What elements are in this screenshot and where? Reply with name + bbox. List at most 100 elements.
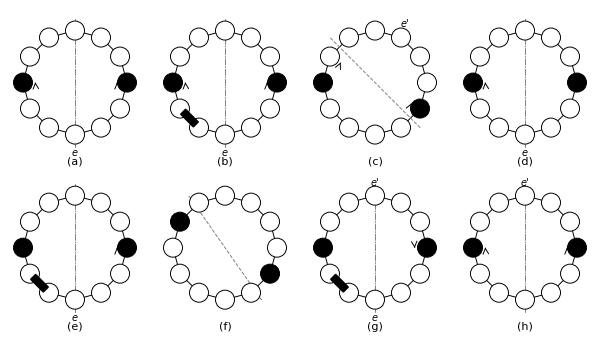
Circle shape [490, 28, 509, 47]
Circle shape [190, 118, 209, 137]
Text: e': e' [371, 178, 379, 188]
Circle shape [170, 264, 190, 283]
Text: (h): (h) [517, 322, 533, 332]
Circle shape [568, 238, 587, 257]
Circle shape [340, 28, 359, 47]
Circle shape [410, 47, 430, 66]
Circle shape [260, 212, 280, 231]
Circle shape [392, 118, 410, 137]
Text: e': e' [401, 19, 410, 29]
Circle shape [65, 186, 85, 205]
Circle shape [241, 283, 260, 302]
Circle shape [110, 264, 130, 283]
Circle shape [190, 193, 209, 212]
Circle shape [91, 118, 110, 137]
Circle shape [515, 125, 535, 144]
Circle shape [560, 264, 580, 283]
Text: (e): (e) [67, 322, 83, 332]
Circle shape [215, 125, 235, 144]
Circle shape [410, 264, 430, 283]
Circle shape [515, 21, 535, 40]
Circle shape [365, 186, 385, 205]
Text: e: e [372, 313, 378, 323]
Circle shape [340, 193, 359, 212]
Circle shape [392, 283, 410, 302]
Circle shape [20, 212, 40, 231]
Circle shape [190, 283, 209, 302]
Circle shape [170, 212, 190, 231]
Circle shape [118, 238, 137, 257]
Circle shape [215, 186, 235, 205]
Circle shape [20, 47, 40, 66]
Circle shape [314, 73, 332, 92]
Circle shape [260, 264, 280, 283]
Circle shape [241, 118, 260, 137]
Circle shape [515, 186, 535, 205]
Circle shape [260, 47, 280, 66]
Circle shape [560, 99, 580, 118]
Text: e: e [522, 148, 528, 158]
Circle shape [215, 290, 235, 309]
Circle shape [268, 73, 287, 92]
Circle shape [392, 28, 410, 47]
Circle shape [91, 28, 110, 47]
Circle shape [170, 47, 190, 66]
Circle shape [470, 47, 490, 66]
Circle shape [365, 290, 385, 309]
Circle shape [215, 21, 235, 40]
Circle shape [392, 193, 410, 212]
Bar [331, 275, 349, 292]
Circle shape [470, 99, 490, 118]
Circle shape [340, 283, 359, 302]
Text: (b): (b) [217, 157, 233, 166]
Circle shape [170, 99, 190, 118]
Circle shape [515, 290, 535, 309]
Text: (d): (d) [517, 157, 533, 166]
Circle shape [470, 264, 490, 283]
Circle shape [410, 99, 430, 118]
Circle shape [365, 21, 385, 40]
Text: e: e [72, 148, 78, 158]
Text: e: e [72, 313, 78, 323]
Bar [181, 109, 199, 127]
Circle shape [410, 212, 430, 231]
Circle shape [20, 99, 40, 118]
Circle shape [20, 264, 40, 283]
Circle shape [490, 118, 509, 137]
Circle shape [268, 238, 287, 257]
Circle shape [118, 73, 137, 92]
Circle shape [65, 125, 85, 144]
Circle shape [163, 238, 182, 257]
Text: (f): (f) [218, 322, 232, 332]
Circle shape [163, 73, 182, 92]
Circle shape [40, 283, 59, 302]
Circle shape [40, 28, 58, 47]
Text: e': e' [521, 178, 529, 188]
Circle shape [490, 193, 509, 212]
Circle shape [542, 118, 560, 137]
Circle shape [542, 28, 560, 47]
Circle shape [314, 238, 332, 257]
Circle shape [241, 28, 260, 47]
Circle shape [490, 283, 509, 302]
Circle shape [241, 193, 260, 212]
Circle shape [464, 238, 482, 257]
Circle shape [464, 73, 482, 92]
Text: (c): (c) [368, 157, 382, 166]
Circle shape [65, 290, 85, 309]
Circle shape [560, 47, 580, 66]
Circle shape [320, 47, 340, 66]
Circle shape [418, 238, 437, 257]
Circle shape [560, 212, 580, 231]
Circle shape [340, 118, 359, 137]
Circle shape [40, 118, 59, 137]
Circle shape [14, 73, 32, 92]
Circle shape [40, 193, 58, 212]
Circle shape [542, 193, 560, 212]
Circle shape [91, 193, 110, 212]
Circle shape [110, 47, 130, 66]
Circle shape [110, 212, 130, 231]
Circle shape [320, 212, 340, 231]
Circle shape [110, 99, 130, 118]
Text: (a): (a) [67, 157, 83, 166]
